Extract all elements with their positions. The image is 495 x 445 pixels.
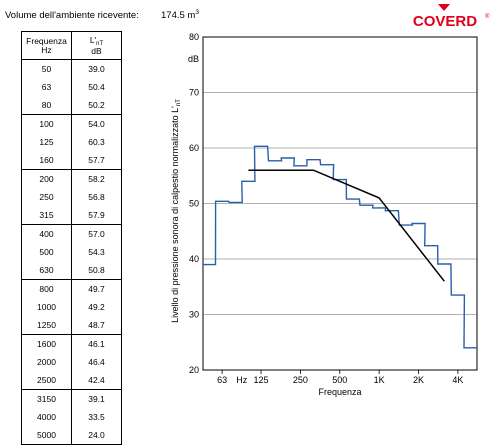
plot-frame (202, 36, 478, 371)
frequency-cell: 100 (39, 118, 54, 129)
level-cell: 54.3 (71, 243, 122, 261)
y-tick-label: 40 (189, 254, 199, 264)
frequency-cell: 400 (39, 228, 54, 239)
x-axis-label: Frequenza (318, 387, 361, 397)
level-cell: 60.3 (71, 133, 122, 151)
coverd-logo: COVERD ® (413, 4, 490, 30)
y-tick-label: 70 (189, 88, 199, 98)
x-tick-label: 500 (332, 375, 347, 385)
frequency-cell: 500 (39, 246, 54, 257)
table-row: 1000 49.2 (22, 298, 122, 316)
x-tick-label: 1K (374, 375, 385, 385)
frequency-cell: 5000 (37, 429, 56, 440)
table-row: 400 57.0 (22, 224, 122, 243)
level-cell: 39.1 (71, 389, 122, 408)
table-row: 2000 46.4 (22, 353, 122, 371)
frequency-cell: 2500 (21, 371, 72, 390)
table-row: 1600 46.1 (22, 334, 122, 353)
level-cell: 39.0 (71, 59, 122, 78)
table-row: 800 49.7 (22, 279, 122, 298)
frequency-cell: 200 (39, 173, 54, 184)
table-row: 80 50.2 (21, 96, 122, 115)
level-cell: 48.7 (71, 316, 122, 335)
level-cell: 50.2 (71, 96, 122, 115)
level-cell: 57.7 (71, 151, 122, 170)
frequency-cell: 160 (21, 151, 72, 170)
table-row: 250 56.8 (22, 188, 122, 206)
table-row: 1250 48.7 (21, 316, 122, 335)
frequency-chart: 20 30 40 50 60 70 80 dB 63 125 250 500 1K 2K 4K Hz Frequ… (188, 32, 478, 397)
table-row: 5000 24.0 (22, 426, 122, 445)
level-cell: 42.4 (71, 371, 122, 390)
table-row: 630 50.8 (21, 261, 122, 280)
table-row: 2500 42.4 (21, 371, 122, 390)
x-tick-label: 125 (254, 375, 269, 385)
reference-curve-series (248, 169, 445, 282)
table-body: 50 39.0 63 50.4 80 50.2 100 54.0 125 60.3 160 57.7 2… (21, 59, 122, 445)
level-cell: 24.0 (71, 426, 122, 445)
y-tick-label: 30 (189, 310, 199, 320)
table-row: 200 58.2 (22, 169, 122, 188)
frequency-cell: 2000 (37, 356, 56, 367)
logo-triangle-icon (438, 4, 450, 11)
x-tick-label: 4K (452, 375, 463, 385)
logo-registered: ® (485, 13, 490, 20)
x-tick-label: 63 (217, 375, 227, 385)
frequency-cell: 4000 (37, 411, 56, 422)
level-cell: 33.5 (71, 408, 122, 426)
level-cell: 50.4 (71, 78, 122, 96)
level-cell: 54.0 (71, 114, 122, 133)
y-tick-label: 50 (189, 199, 199, 209)
measured-step-series (203, 145, 477, 349)
table-row: 500 54.3 (22, 243, 122, 261)
y-unit-label: dB (188, 54, 199, 64)
y-tick-label: 20 (189, 365, 199, 375)
level-cell: 50.8 (71, 261, 122, 280)
x-unit-label: Hz (236, 375, 247, 385)
frequency-cell: 3150 (37, 393, 56, 404)
volume-value: 174.5 m3 (161, 8, 199, 21)
table-row: 50 39.0 (22, 59, 122, 78)
frequency-cell: 1250 (21, 316, 72, 335)
x-tick-label: 2K (413, 375, 424, 385)
table-row: 100 54.0 (22, 114, 122, 133)
level-cell: 58.2 (71, 169, 122, 188)
col-header-level: L'nT dB (71, 31, 122, 60)
col-header-frequency: Frequenza Hz (21, 31, 72, 60)
table-row: 160 57.7 (21, 151, 122, 170)
y-tick-label: 80 (189, 32, 199, 42)
table-row: 315 57.9 (21, 206, 122, 225)
level-cell: 57.0 (71, 224, 122, 243)
frequency-cell: 315 (21, 206, 72, 225)
table-row: 4000 33.5 (22, 408, 122, 426)
frequency-cell: 630 (21, 261, 72, 280)
frequency-cell: 1000 (37, 301, 56, 312)
level-cell: 46.1 (71, 334, 122, 353)
frequency-cell: 250 (39, 191, 54, 202)
frequency-cell: 125 (39, 136, 54, 147)
level-cell: 49.2 (71, 298, 122, 316)
y-tick-label: 60 (189, 143, 199, 153)
table-row: 3150 39.1 (22, 389, 122, 408)
frequency-cell: 1600 (37, 338, 56, 349)
frequency-cell: 80 (21, 96, 72, 115)
x-tick-label: 250 (293, 375, 308, 385)
logo-text: COVERD (413, 13, 477, 30)
level-cell: 46.4 (71, 353, 122, 371)
table-row: 125 60.3 (22, 133, 122, 151)
table-row: 63 50.4 (22, 78, 122, 96)
level-cell: 57.9 (71, 206, 122, 225)
volume-label: Volume dell'ambiente ricevente: (5, 10, 139, 21)
frequency-cell: 50 (41, 63, 52, 74)
measurement-table: Frequenza Hz L'nT dB 50 39.0 63 50.4 80 50.2 100… (21, 31, 122, 445)
level-cell: 49.7 (71, 279, 122, 298)
frequency-cell: 63 (41, 81, 52, 92)
frequency-cell: 800 (39, 283, 54, 294)
level-cell: 56.8 (71, 188, 122, 206)
